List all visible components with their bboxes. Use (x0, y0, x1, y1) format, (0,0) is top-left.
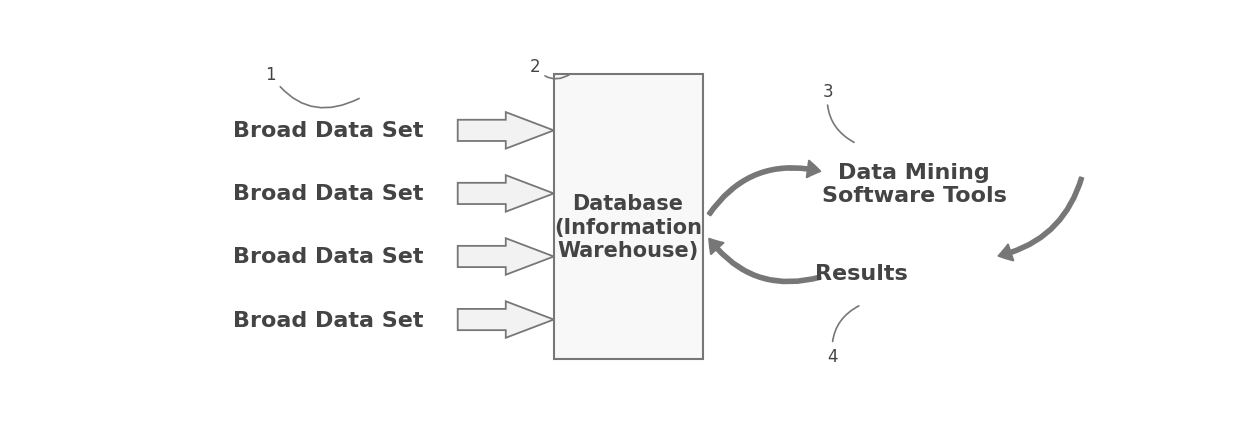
Text: Database
(Information
Warehouse): Database (Information Warehouse) (554, 194, 702, 260)
Polygon shape (458, 239, 554, 275)
Polygon shape (458, 113, 554, 149)
Text: Broad Data Set: Broad Data Set (233, 184, 423, 204)
FancyArrowPatch shape (998, 178, 1084, 261)
Polygon shape (458, 176, 554, 212)
FancyArrowPatch shape (709, 239, 821, 284)
Text: Broad Data Set: Broad Data Set (233, 310, 423, 330)
Text: Broad Data Set: Broad Data Set (233, 247, 423, 267)
Text: 1: 1 (265, 66, 360, 108)
Text: Results: Results (815, 264, 908, 283)
Text: Broad Data Set: Broad Data Set (233, 121, 423, 141)
Text: 3: 3 (822, 83, 854, 143)
FancyArrowPatch shape (708, 161, 820, 216)
FancyBboxPatch shape (554, 75, 703, 359)
Polygon shape (458, 301, 554, 338)
Text: Data Mining
Software Tools: Data Mining Software Tools (822, 163, 1007, 206)
Text: 4: 4 (827, 306, 859, 365)
Text: 2: 2 (529, 58, 570, 80)
